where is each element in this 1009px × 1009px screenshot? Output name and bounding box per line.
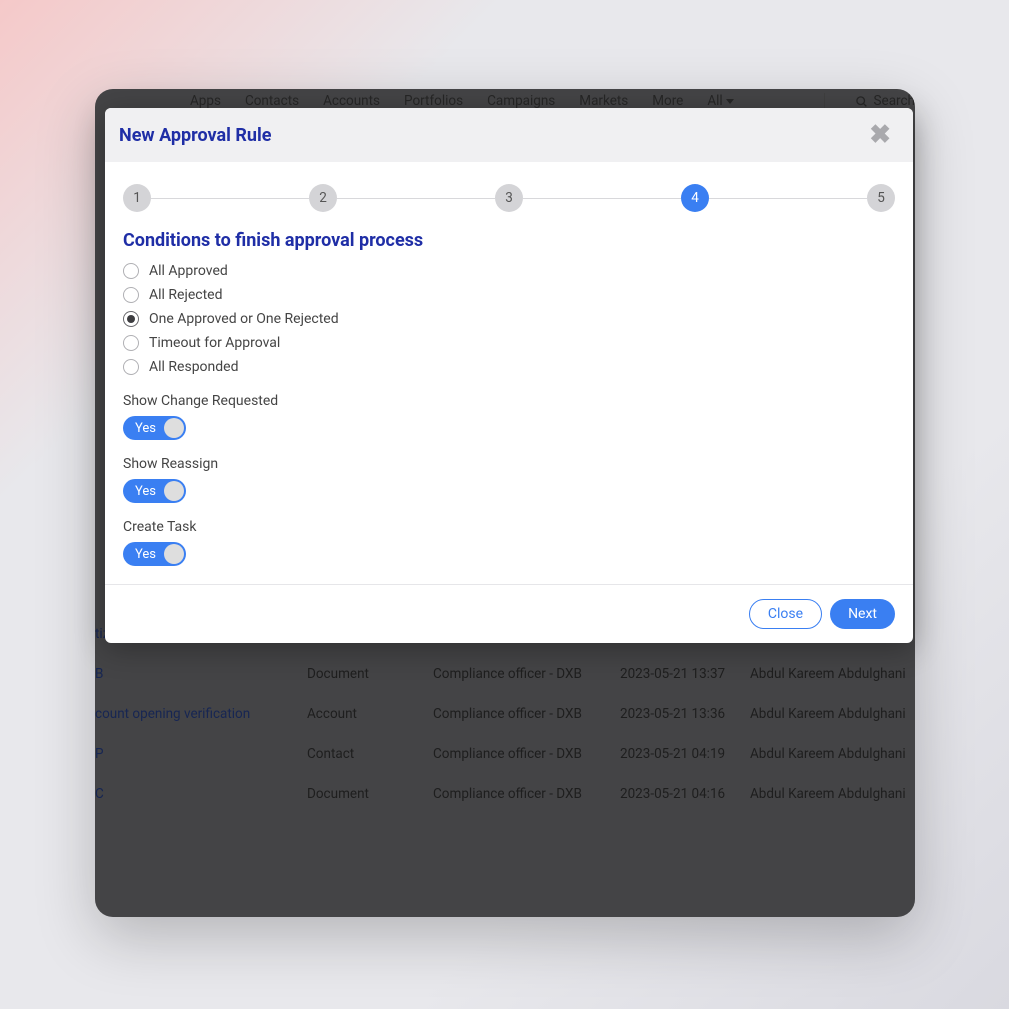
- close-button[interactable]: Close: [749, 599, 822, 629]
- step-line: [337, 198, 495, 199]
- step-line: [523, 198, 681, 199]
- radio-option[interactable]: One Approved or One Rejected: [123, 311, 895, 327]
- toggle-label: Show Change Requested: [123, 393, 895, 409]
- close-icon[interactable]: ✖: [869, 122, 891, 148]
- toggle-knob: [164, 481, 184, 501]
- section-title: Conditions to finish approval process: [123, 230, 895, 251]
- modal-header: New Approval Rule ✖: [105, 108, 913, 162]
- radio-label: All Responded: [149, 359, 238, 375]
- toggle-block: Create Task Yes: [123, 519, 895, 566]
- modal-body: Conditions to finish approval process Al…: [105, 224, 913, 584]
- toggle-label: Show Reassign: [123, 456, 895, 472]
- radio-icon: [123, 335, 139, 351]
- step-5[interactable]: 5: [867, 184, 895, 212]
- toggle-knob: [164, 544, 184, 564]
- radio-label: One Approved or One Rejected: [149, 311, 339, 327]
- toggle-switch[interactable]: Yes: [123, 479, 186, 503]
- step-3[interactable]: 3: [495, 184, 523, 212]
- modal-footer: Close Next: [105, 584, 913, 643]
- radio-label: All Approved: [149, 263, 228, 279]
- toggle-value: Yes: [135, 484, 156, 499]
- step-1[interactable]: 1: [123, 184, 151, 212]
- toggle-block: Show Change Requested Yes: [123, 393, 895, 440]
- step-line: [709, 198, 867, 199]
- toggle-label: Create Task: [123, 519, 895, 535]
- radio-option[interactable]: All Approved: [123, 263, 895, 279]
- radio-icon: [123, 311, 139, 327]
- toggle-group: Show Change Requested Yes Show Reassign Yes…: [123, 393, 895, 566]
- radio-option[interactable]: Timeout for Approval: [123, 335, 895, 351]
- modal-title: New Approval Rule: [119, 125, 271, 146]
- modal-new-approval-rule: New Approval Rule ✖ 1 2 3 4 5 Conditions to …: [105, 108, 913, 643]
- toggle-knob: [164, 418, 184, 438]
- toggle-switch[interactable]: Yes: [123, 542, 186, 566]
- toggle-value: Yes: [135, 547, 156, 562]
- radio-option[interactable]: All Rejected: [123, 287, 895, 303]
- radio-icon: [123, 359, 139, 375]
- radio-icon: [123, 287, 139, 303]
- step-line: [151, 198, 309, 199]
- toggle-switch[interactable]: Yes: [123, 416, 186, 440]
- step-indicator: 1 2 3 4 5: [105, 162, 913, 224]
- toggle-block: Show Reassign Yes: [123, 456, 895, 503]
- radio-option[interactable]: All Responded: [123, 359, 895, 375]
- step-4[interactable]: 4: [681, 184, 709, 212]
- radio-label: Timeout for Approval: [149, 335, 280, 351]
- radio-icon: [123, 263, 139, 279]
- conditions-radio-group: All Approved All Rejected One Approved or …: [123, 263, 895, 375]
- toggle-value: Yes: [135, 421, 156, 436]
- radio-label: All Rejected: [149, 287, 222, 303]
- step-2[interactable]: 2: [309, 184, 337, 212]
- next-button[interactable]: Next: [830, 599, 895, 629]
